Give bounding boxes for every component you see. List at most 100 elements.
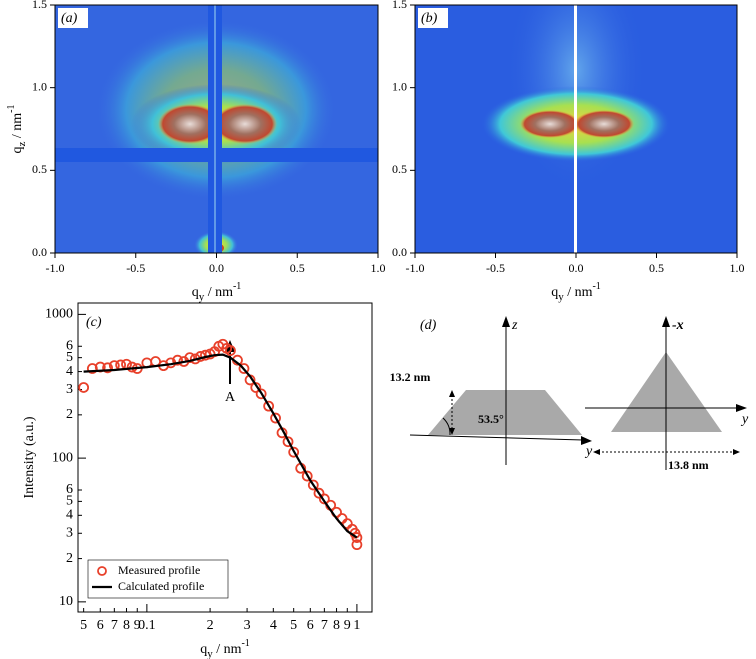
x-tick-label: 1.0: [371, 261, 386, 275]
x-tick-label: 0.0: [569, 261, 584, 275]
axis-label-symbol: q: [192, 285, 199, 300]
arrowhead: [593, 449, 600, 455]
axis-label-unit: / nm: [10, 113, 25, 142]
data-point: [313, 487, 325, 499]
data-point: [238, 363, 250, 374]
x-tick-label: 6: [307, 618, 314, 633]
x-tick-label: -0.5: [126, 261, 145, 275]
y-tick-label: 0.0: [32, 245, 47, 259]
data-point: [172, 354, 183, 366]
diagram: (d) z y 13.2 nm 53.5° -x y 13.8 nm: [390, 316, 749, 472]
y-tick-label: 10: [59, 594, 73, 609]
x-tick-label: 9: [344, 618, 351, 633]
data-point: [288, 446, 300, 458]
y-tick-label: 4: [66, 508, 73, 523]
y-tick-label: 1.5: [32, 0, 47, 11]
axis-label: Intensity (a.u.): [22, 416, 37, 498]
plot-frame: [77, 302, 373, 613]
data-point: [225, 345, 236, 356]
angle-label: 53.5°: [478, 412, 504, 426]
legend-box: [87, 559, 229, 599]
plot-clip: [78, 338, 363, 551]
y-tick-label: 4: [66, 364, 73, 379]
annotation-label: A: [225, 390, 236, 405]
y-tick-label: 2: [66, 551, 73, 566]
data-point: [282, 436, 294, 448]
axis-label-subscript: z: [16, 142, 28, 147]
y-tick-label: 100: [52, 450, 73, 465]
y-tick-label: 6: [66, 482, 73, 497]
x-tick-label: 7: [321, 618, 328, 633]
x-tick-label: 7: [111, 618, 118, 633]
data-point: [270, 412, 281, 424]
x-tick-label: 8: [123, 618, 130, 633]
axis-label: -x: [672, 318, 684, 333]
y-tick-label: 0.5: [32, 162, 47, 176]
x-tick-label: 0.5: [290, 261, 305, 275]
x-tick-label: 0.5: [649, 261, 664, 275]
y-tick-label: 5: [66, 494, 73, 509]
axis-label: qy / nm-1: [551, 281, 601, 302]
arrowhead: [736, 404, 747, 412]
legend-label: Calculated profile: [118, 579, 204, 593]
data-point: [184, 352, 196, 364]
x-tick-label: 6: [97, 618, 104, 633]
y-tick-label: 6: [66, 338, 73, 353]
y-tick-label: 0.0: [392, 245, 407, 259]
x-tick-label: 0.1: [138, 618, 156, 633]
x-tick-label: -1.0: [406, 261, 425, 275]
axis-label-subscript: y: [199, 291, 205, 303]
x-tick-label: -0.5: [486, 261, 505, 275]
dimension-label: 13.8 nm: [668, 458, 709, 472]
y-tick-label: 1.5: [392, 0, 407, 11]
x-tick-label: 0.0: [209, 261, 224, 275]
y-tick-label: 1.0: [32, 79, 47, 93]
data-point: [301, 470, 313, 482]
data-point: [263, 400, 275, 412]
y-tick-label: 3: [66, 525, 73, 540]
heatmap-image-b: [415, 5, 737, 253]
dimension-label: 13.2 nm: [390, 370, 431, 384]
data-point: [318, 493, 330, 505]
x-tick-label: 8: [333, 618, 340, 633]
x-tick-label: 4: [270, 618, 277, 633]
y-tick-label: 2: [66, 407, 73, 422]
x-tick-label: 1.0: [730, 261, 745, 275]
heatmap-image-a: [55, 5, 378, 253]
panel-label-box: [418, 8, 448, 28]
panel-label: (c): [86, 315, 102, 330]
legend-label: Measured profile: [118, 563, 200, 577]
axis-label-subscript: y: [207, 648, 213, 659]
axis-label-unit: / nm: [564, 285, 593, 300]
panel-label: (b): [421, 11, 438, 26]
y-tick-label: 0.5: [392, 162, 407, 176]
angle-arc: [442, 417, 451, 436]
axis-label: qy / nm-1: [200, 638, 250, 659]
axis-label-exponent: -1: [592, 281, 600, 292]
axis-label: z: [511, 318, 518, 333]
x-tick-label: -1.0: [46, 261, 65, 275]
axis-label-unit: / nm: [204, 285, 233, 300]
panel-label: (d): [420, 318, 437, 333]
panel-label-box: [58, 8, 88, 28]
data-line: [83, 353, 358, 539]
axis-label-unit: / nm: [213, 642, 242, 657]
y-axis: [409, 434, 584, 441]
arrowhead: [581, 436, 592, 445]
arrowhead: [502, 316, 510, 327]
x-tick-label: 5: [80, 618, 87, 633]
arrowhead: [449, 428, 455, 435]
axis-label: qz / nm-1: [6, 104, 27, 153]
axis-label: qy / nm-1: [192, 281, 242, 302]
panel-label: (a): [61, 11, 78, 26]
x-tick-label: 2: [207, 618, 214, 633]
arrowhead: [733, 449, 740, 455]
y-tick-label: 1000: [45, 307, 73, 322]
axis-label-exponent: -1: [233, 281, 241, 292]
y-tick-label: 5: [66, 350, 73, 365]
x-tick-label: 3: [244, 618, 251, 633]
data-point: [307, 479, 319, 491]
arrowhead: [449, 390, 455, 397]
axis-label-exponent: -1: [6, 104, 17, 112]
